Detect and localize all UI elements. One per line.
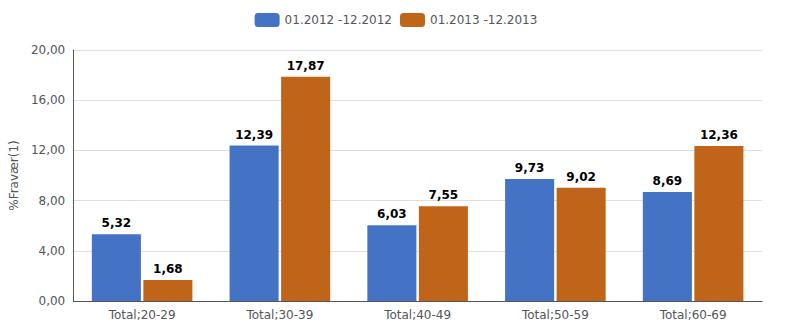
- svg-text:%Fravær(1): %Fravær(1): [7, 140, 21, 211]
- svg-text:12,36: 12,36: [700, 128, 738, 142]
- svg-text:20,00: 20,00: [31, 43, 65, 57]
- svg-text:9,73: 9,73: [515, 161, 545, 175]
- svg-text:8,69: 8,69: [653, 174, 683, 188]
- svg-text:01.2012 -12.2012: 01.2012 -12.2012: [285, 13, 392, 27]
- svg-text:16,00: 16,00: [31, 93, 65, 107]
- svg-text:17,87: 17,87: [287, 59, 325, 73]
- svg-text:8,00: 8,00: [39, 194, 66, 208]
- svg-text:12,39: 12,39: [235, 128, 273, 142]
- svg-text:9,02: 9,02: [566, 170, 596, 184]
- svg-text:01.2013 -12.2013: 01.2013 -12.2013: [430, 13, 537, 27]
- svg-text:1,68: 1,68: [153, 262, 183, 276]
- svg-text:Total;40-49: Total;40-49: [383, 308, 451, 322]
- svg-text:Total;20-29: Total;20-29: [108, 308, 176, 322]
- svg-text:12,00: 12,00: [31, 143, 65, 157]
- svg-text:4,00: 4,00: [39, 244, 66, 258]
- svg-text:Total;60-69: Total;60-69: [659, 308, 727, 322]
- svg-text:0,00: 0,00: [39, 294, 66, 308]
- svg-text:7,55: 7,55: [429, 188, 459, 202]
- svg-text:5,32: 5,32: [102, 216, 132, 230]
- svg-text:Total;30-39: Total;30-39: [245, 308, 313, 322]
- svg-text:6,03: 6,03: [377, 207, 407, 221]
- svg-text:Total;50-59: Total;50-59: [521, 308, 589, 322]
